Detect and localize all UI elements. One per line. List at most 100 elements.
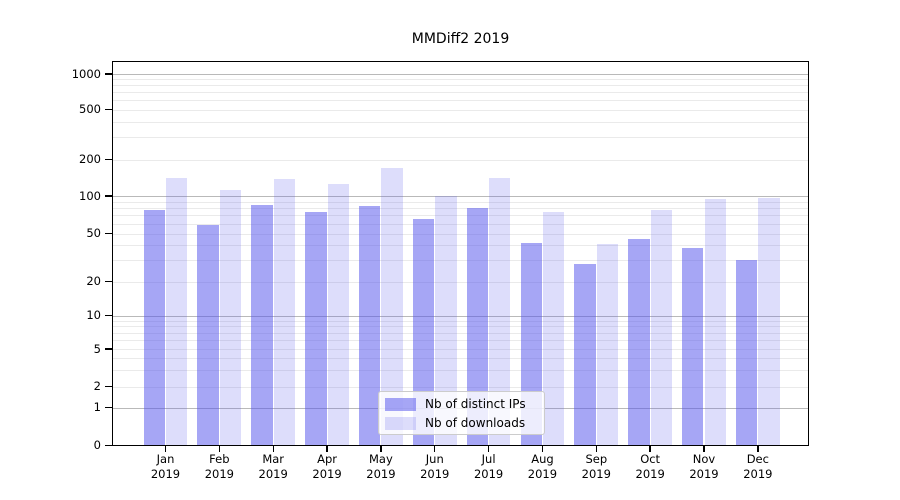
y-tick-mark — [105, 385, 112, 388]
bar-distinct-ips — [251, 204, 273, 446]
x-tick-mark — [595, 446, 597, 452]
y-tick-mark — [105, 108, 112, 111]
gridline-minor — [112, 386, 809, 388]
x-tick-label: Dec 2019 — [743, 452, 773, 481]
y-tick-label: 1 — [93, 400, 101, 414]
plot-area: Nb of distinct IPs Nb of downloads — [112, 61, 809, 446]
gridline-minor — [112, 340, 809, 342]
gridline-minor — [112, 79, 809, 81]
gridline-minor — [112, 245, 809, 247]
bar-downloads — [596, 243, 619, 446]
y-tick-label: 50 — [86, 226, 101, 240]
bar-distinct-ips — [735, 260, 758, 446]
bar-downloads — [704, 198, 726, 446]
legend-label-downloads: Nb of downloads — [425, 415, 526, 430]
x-tick-label: Nov 2019 — [689, 452, 719, 481]
gridline-minor — [112, 233, 809, 235]
bar-distinct-ips — [359, 206, 381, 446]
gridline-minor — [112, 159, 809, 161]
gridline-minor — [112, 109, 809, 111]
x-tick-mark — [218, 446, 221, 452]
bar-downloads — [166, 178, 188, 446]
x-tick-label: Oct 2019 — [635, 452, 665, 481]
y-tick-label: 500 — [79, 102, 101, 116]
legend-item-downloads: Nb of downloads — [385, 415, 536, 431]
x-tick-label: Sep 2019 — [581, 452, 611, 481]
x-tick-label: Jun 2019 — [420, 452, 450, 481]
gridline-major — [112, 196, 809, 197]
bar-distinct-ips — [466, 208, 489, 446]
bar-distinct-ips — [305, 211, 327, 446]
y-tick-mark — [105, 314, 112, 317]
y-tick-mark — [105, 73, 112, 75]
y-tick-mark — [105, 348, 112, 350]
gridline-minor — [112, 369, 809, 371]
gridline-minor — [112, 137, 809, 139]
gridline-major — [112, 315, 809, 317]
y-tick-label: 2 — [93, 379, 101, 393]
y-tick-mark — [105, 232, 112, 235]
legend: Nb of distinct IPs Nb of downloads — [378, 391, 545, 435]
x-tick-mark — [434, 446, 436, 452]
x-tick-label: Mar 2019 — [258, 452, 288, 481]
gridline-minor — [112, 332, 809, 334]
x-tick-label: Aug 2019 — [527, 452, 558, 481]
y-tick-mark — [105, 280, 112, 283]
bar-distinct-ips — [412, 219, 435, 446]
bar-distinct-ips — [682, 247, 704, 446]
bar-downloads — [758, 197, 780, 446]
y-tick-label: 5 — [93, 341, 101, 356]
y-tick-label: 0 — [93, 438, 101, 452]
x-tick-mark — [487, 446, 490, 452]
legend-swatch-distinct-ips — [385, 397, 416, 411]
y-tick-label: 1000 — [71, 66, 101, 81]
x-tick-mark — [164, 446, 167, 452]
gridline-minor — [112, 92, 809, 94]
bar-downloads — [435, 196, 457, 446]
y-tick-label: 20 — [86, 274, 101, 288]
gridline-minor — [112, 260, 809, 262]
y-tick-label: 100 — [79, 188, 101, 203]
x-tick-mark — [326, 446, 328, 452]
y-tick-label: 10 — [86, 308, 101, 322]
x-tick-label: Jan 2019 — [150, 452, 181, 481]
x-tick-mark — [703, 446, 705, 452]
bar-downloads — [327, 183, 349, 446]
gridline-minor — [112, 100, 809, 102]
bar-distinct-ips — [143, 210, 165, 446]
gridline-minor — [112, 358, 809, 360]
gridline-minor — [112, 208, 809, 210]
x-tick-label: Apr 2019 — [312, 452, 342, 481]
x-tick-mark — [541, 446, 544, 452]
x-tick-mark — [649, 446, 651, 452]
x-tick-label: Feb 2019 — [204, 452, 234, 481]
y-tick-mark — [105, 195, 112, 197]
bar-distinct-ips — [574, 263, 596, 446]
gridline-minor — [112, 320, 809, 322]
gridline-minor — [112, 281, 809, 283]
gridline-minor — [112, 121, 809, 123]
gridline-minor — [112, 326, 809, 328]
gridline-minor — [112, 223, 809, 225]
x-tick-label: Jul 2019 — [473, 452, 504, 481]
x-tick-mark — [272, 446, 274, 452]
x-tick-mark — [380, 446, 382, 452]
bar-downloads — [542, 212, 565, 446]
legend-label-distinct-ips: Nb of distinct IPs — [425, 396, 526, 411]
gridline-minor — [112, 215, 809, 217]
legend-swatch-downloads — [385, 416, 416, 430]
bar-downloads — [650, 210, 673, 446]
bar-downloads — [381, 168, 403, 446]
gridline-minor — [112, 85, 809, 87]
legend-item-distinct-ips: Nb of distinct IPs — [385, 396, 536, 412]
x-tick-label: May 2019 — [366, 452, 396, 481]
y-tick-mark — [105, 406, 112, 409]
bar-downloads — [273, 178, 296, 446]
gridline-minor — [112, 201, 809, 203]
gridline-minor — [112, 349, 809, 350]
bar-distinct-ips — [628, 239, 650, 446]
x-tick-mark — [757, 446, 759, 452]
bar-downloads — [219, 190, 242, 446]
bar-distinct-ips — [197, 224, 219, 446]
